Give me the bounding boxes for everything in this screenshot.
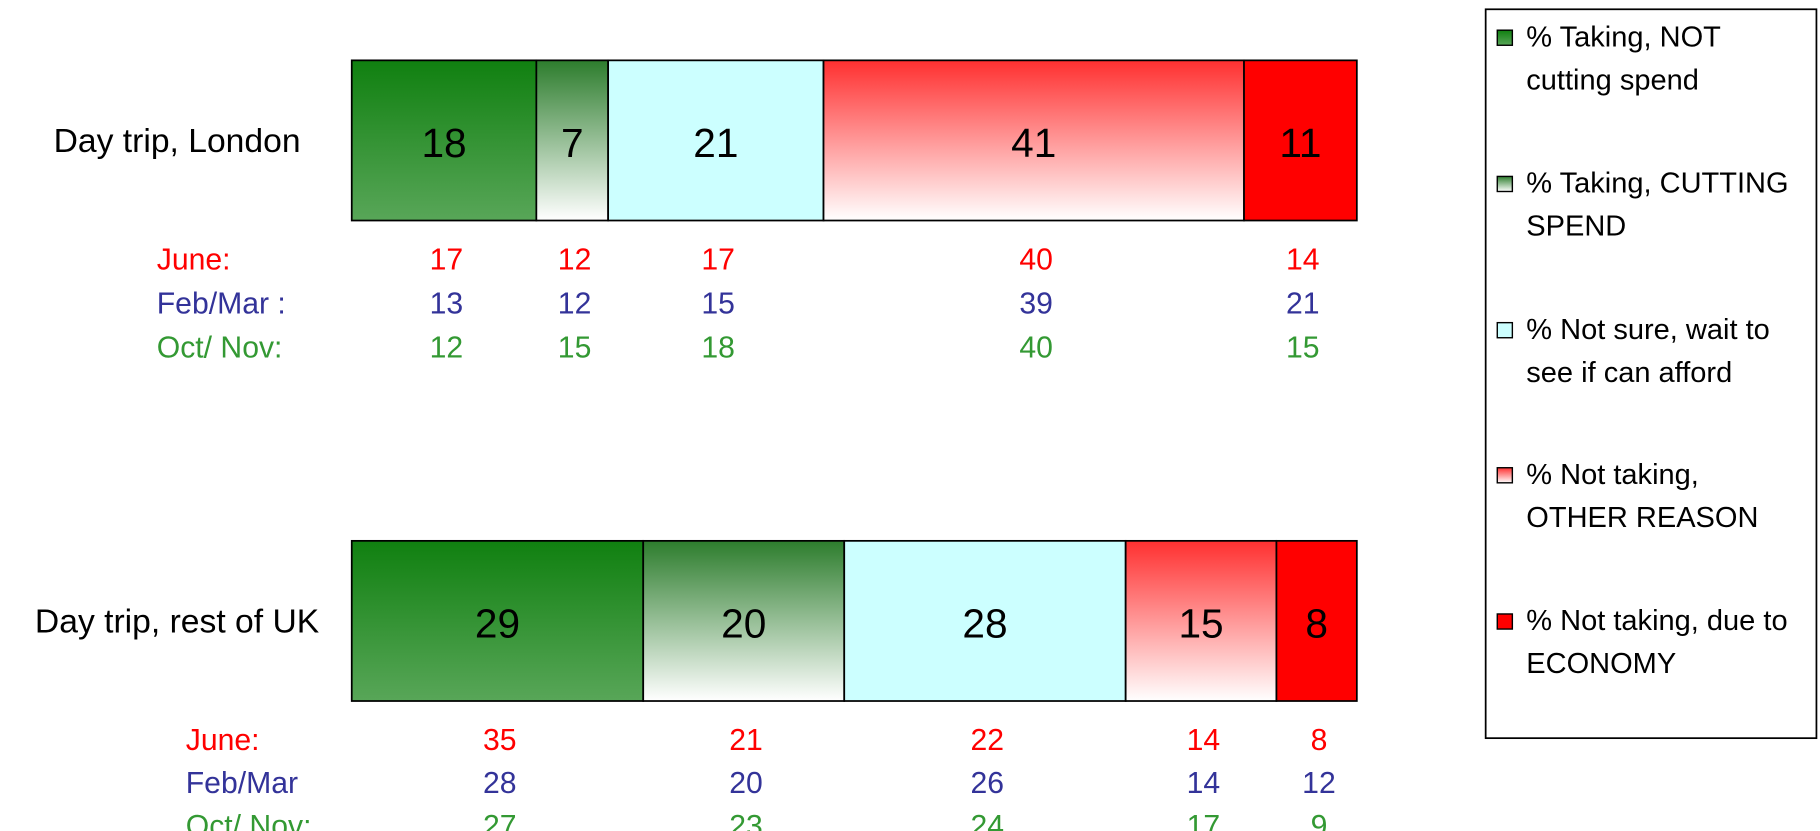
segment-label: 41 bbox=[1011, 120, 1056, 166]
category-label: Day trip, London bbox=[53, 122, 301, 160]
category-label: Day trip, rest of UK bbox=[34, 602, 320, 641]
comparison-value: 39 bbox=[1019, 288, 1053, 321]
comparison-value: 14 bbox=[1187, 724, 1221, 757]
comparison-label: June: bbox=[157, 243, 231, 276]
legend-label: % Not taking, due to ECONOMY bbox=[1526, 604, 1788, 681]
bar-segment bbox=[843, 539, 1127, 702]
bar-segment bbox=[1124, 539, 1278, 702]
bar-segment bbox=[350, 59, 538, 222]
bar-segment bbox=[350, 539, 645, 702]
comparison-value: 40 bbox=[1019, 332, 1053, 365]
comparison-value: 12 bbox=[558, 288, 592, 321]
comparison-value: 24 bbox=[971, 810, 1005, 831]
comparison-label: Feb/Mar : bbox=[157, 288, 286, 321]
comparison-value: 15 bbox=[1286, 332, 1320, 365]
comparison-value: 22 bbox=[971, 724, 1005, 757]
comparison-value: 15 bbox=[701, 288, 735, 321]
comparison-value: 17 bbox=[430, 243, 464, 276]
legend-label-box: % Not taking, OTHER REASON bbox=[1526, 458, 1759, 534]
comparison-value: 12 bbox=[1302, 767, 1336, 800]
legend-label-box: % Not sure, wait to see if can afford bbox=[1526, 313, 1770, 389]
comparison-value: 13 bbox=[430, 288, 464, 321]
comparison-value: 14 bbox=[1286, 243, 1320, 276]
segment-label: 21 bbox=[693, 120, 738, 166]
category-label-box: Day trip, London bbox=[53, 122, 301, 160]
bar-segment bbox=[1243, 59, 1358, 222]
bar-segment bbox=[822, 59, 1245, 222]
segment-label: 11 bbox=[1279, 120, 1321, 166]
comparison-value: 27 bbox=[483, 810, 517, 831]
comparison-value: 35 bbox=[483, 724, 517, 757]
comparison-label: Oct/ Nov: bbox=[157, 332, 283, 365]
comparison-value: 21 bbox=[1286, 288, 1320, 321]
comparison-value: 15 bbox=[558, 332, 592, 365]
comparison-value: 12 bbox=[558, 243, 592, 276]
segment-label: 20 bbox=[721, 600, 766, 646]
comparison-value: 40 bbox=[1019, 243, 1053, 276]
comparison-value: 17 bbox=[1187, 810, 1221, 831]
legend-label-box: % Taking, NOT cutting spend bbox=[1526, 20, 1721, 97]
legend-label: % Taking, CUTTING SPEND bbox=[1526, 167, 1789, 243]
comparison-value: 26 bbox=[971, 767, 1005, 800]
comparison-label: Feb/Mar bbox=[186, 767, 298, 800]
legend-label: % Not sure, wait to see if can afford bbox=[1526, 313, 1770, 389]
segment-label: 28 bbox=[962, 600, 1007, 646]
comparison-value: 8 bbox=[1311, 724, 1328, 757]
segment-label: 7 bbox=[561, 120, 584, 166]
bar-segment bbox=[535, 59, 610, 222]
comparison-label: Oct/ Nov: bbox=[186, 810, 312, 831]
legend-swatch bbox=[1496, 613, 1514, 630]
comparison-value: 14 bbox=[1187, 767, 1221, 800]
legend-label-box: % Not taking, due to ECONOMY bbox=[1526, 604, 1788, 681]
segment-label: 15 bbox=[1178, 600, 1223, 646]
legend-swatch bbox=[1496, 175, 1514, 193]
legend-swatch bbox=[1496, 467, 1514, 484]
legend-label: % Taking, NOT cutting spend bbox=[1526, 20, 1721, 97]
comparison-value: 17 bbox=[701, 243, 735, 276]
legend-box bbox=[1484, 8, 1818, 740]
legend-label-box: % Taking, CUTTING SPEND bbox=[1526, 167, 1789, 243]
comparison-value: 23 bbox=[729, 810, 763, 831]
bar-segment bbox=[607, 59, 825, 222]
segment-label: 29 bbox=[475, 600, 520, 646]
comparison-value: 20 bbox=[729, 767, 763, 800]
bar-segment bbox=[1275, 539, 1358, 702]
legend-swatch bbox=[1496, 321, 1514, 339]
comparison-value: 28 bbox=[483, 767, 517, 800]
comparison-value: 12 bbox=[430, 332, 464, 365]
comparison-value: 21 bbox=[729, 724, 763, 757]
comparison-value: 9 bbox=[1311, 810, 1328, 831]
segment-label: 8 bbox=[1305, 600, 1328, 646]
legend-label: % Not taking, OTHER REASON bbox=[1526, 458, 1759, 534]
legend-swatch bbox=[1496, 29, 1514, 46]
comparison-label: June: bbox=[186, 724, 260, 757]
comparison-value: 18 bbox=[701, 332, 735, 365]
bar-segment bbox=[642, 539, 846, 702]
category-label-box: Day trip, rest of UK bbox=[34, 602, 320, 641]
segment-label: 18 bbox=[421, 120, 466, 166]
